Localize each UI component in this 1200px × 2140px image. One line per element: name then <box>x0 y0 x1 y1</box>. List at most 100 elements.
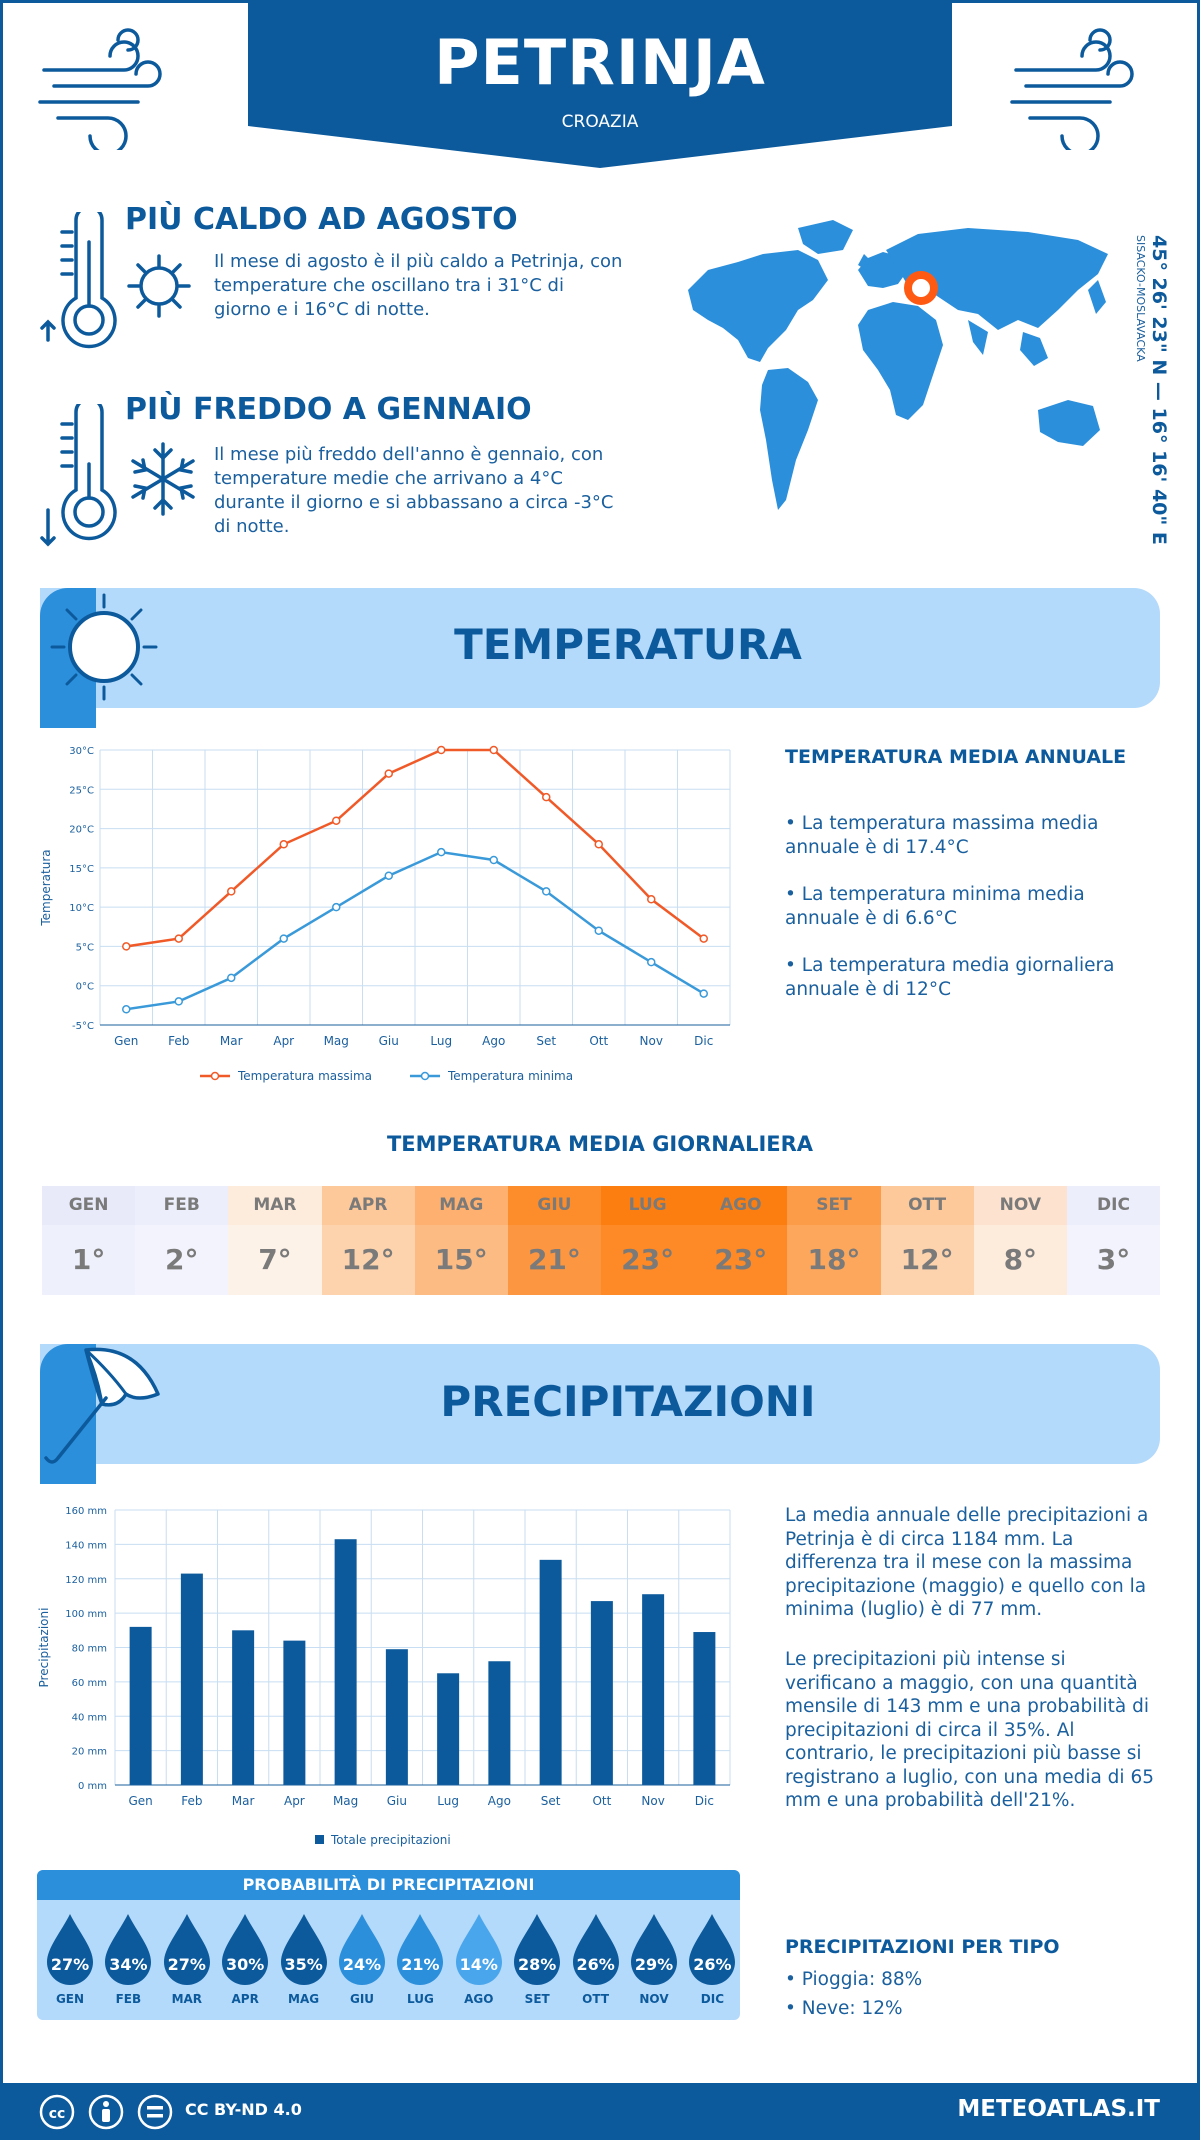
annual-temperature-title: TEMPERATURA MEDIA ANNUALE <box>785 746 1127 768</box>
footer: cc CC BY-ND 4.0 METEOATLAS.IT <box>0 2083 1200 2140</box>
location-marker <box>904 271 938 305</box>
probability-month: SET <box>524 1992 550 2006</box>
raindrop-icon <box>222 1914 269 1985</box>
daily-cell: NOV 8° <box>973 1186 1067 1295</box>
probability-month: LUG <box>406 1992 434 2006</box>
bar <box>642 1594 665 1785</box>
x-tick-label: Dic <box>694 1034 713 1048</box>
thermometer-cold-icon <box>40 404 195 547</box>
city-title: PETRINJA <box>434 26 766 99</box>
daily-cell: DIC 3° <box>1066 1186 1161 1295</box>
daily-value: 8° <box>973 1225 1067 1295</box>
country-name: CROAZIA <box>561 112 639 132</box>
x-tick-label: Lug <box>437 1794 459 1808</box>
daily-month: SET <box>787 1186 881 1225</box>
daily-month: GIU <box>507 1186 602 1225</box>
x-tick-label: Ago <box>488 1794 511 1808</box>
x-tick-label: Set <box>536 1034 556 1048</box>
bar <box>488 1661 511 1785</box>
data-point <box>332 902 341 912</box>
y-axis-label: Temperatura <box>39 849 53 926</box>
legend-label: Temperatura massima <box>237 1069 372 1083</box>
x-tick-label: Gen <box>128 1794 152 1808</box>
x-tick-label: Set <box>541 1794 561 1808</box>
temperature-line-chart: -5°C 0°C 5°C 10°C 15°C 20°C 25°C 30°C Gen Feb Mar A… <box>39 745 731 1083</box>
precipitation-probability-box: PROBABILITÀ DI PRECIPITAZIONI 27% GEN 34% F… <box>37 1870 740 2020</box>
y-tick-label: 80 mm <box>72 1644 107 1655</box>
y-tick-label: 160 mm <box>65 1506 107 1517</box>
probability-month: APR <box>231 1992 259 2006</box>
probability-value: 28% <box>518 1955 557 1974</box>
y-tick-label: 30°C <box>69 746 94 757</box>
annual-mean-bullet: • La temperatura media giornaliera annua… <box>785 955 1115 1000</box>
x-tick-label: Apr <box>284 1794 305 1808</box>
x-tick-label: Mar <box>220 1034 243 1048</box>
raindrop-icon <box>105 1914 152 1985</box>
data-point <box>489 745 498 755</box>
daily-value: 23° <box>601 1225 695 1295</box>
site-link[interactable]: METEOATLAS.IT <box>957 2096 1160 2122</box>
hottest-month-text: Il mese di agosto è il più caldo a Petri… <box>214 251 623 320</box>
daily-temperature-table: GEN 1° FEB 2° MAR 7° APR 12° MAG 15° GIU 21° L… <box>42 1186 1161 1295</box>
probability-drop: 21% LUG <box>393 1912 447 2006</box>
probability-value: 35% <box>284 1955 323 1974</box>
data-point <box>227 887 236 896</box>
probability-drop: 27% MAR <box>160 1912 214 2006</box>
world-map <box>688 220 1108 510</box>
y-tick-label: 10°C <box>69 903 94 914</box>
daily-cell: AGO 23° <box>694 1186 788 1295</box>
data-point <box>174 934 183 943</box>
x-tick-label: Ott <box>592 1794 611 1808</box>
daily-value: 21° <box>507 1225 602 1295</box>
data-point <box>279 934 288 943</box>
x-tick-label: Dic <box>695 1794 714 1808</box>
probability-drop: 26% OTT <box>569 1912 623 2006</box>
y-tick-label: 0 mm <box>78 1781 107 1792</box>
raindrop-icon <box>339 1914 385 1985</box>
wind-icon <box>38 28 162 150</box>
daily-value: 23° <box>694 1225 788 1295</box>
x-tick-label: Ott <box>589 1034 608 1048</box>
x-tick-label: Giu <box>379 1034 399 1048</box>
daily-value: 15° <box>414 1225 508 1295</box>
data-point <box>437 745 446 755</box>
data-point <box>542 792 551 802</box>
wind-icon <box>1010 28 1134 150</box>
x-tick-label: Nov <box>641 1794 664 1808</box>
daily-month: NOV <box>973 1186 1067 1225</box>
daily-month: APR <box>321 1186 415 1225</box>
raindrop-icon <box>514 1914 561 1985</box>
daily-month: DIC <box>1066 1186 1161 1225</box>
probability-month: MAR <box>171 1992 203 2006</box>
temperature-section-title: TEMPERATURA <box>454 620 802 669</box>
daily-cell: MAR 7° <box>228 1186 322 1295</box>
data-point <box>227 973 236 983</box>
probability-value: 14% <box>459 1955 498 1974</box>
x-tick-label: Feb <box>168 1034 189 1048</box>
data-point <box>437 847 446 857</box>
series-line <box>126 850 705 1011</box>
temperature-header-band <box>40 588 1160 708</box>
probability-value: 27% <box>50 1955 90 1974</box>
y-tick-label: 25°C <box>69 785 94 796</box>
daily-cell: FEB 2° <box>135 1186 229 1295</box>
daily-value: 18° <box>787 1225 881 1295</box>
annual-max-bullet: • La temperatura massima media annuale è… <box>785 813 1099 858</box>
hottest-month-title: PIÙ CALDO AD AGOSTO <box>125 202 518 237</box>
legend-label: Temperatura minima <box>447 1069 573 1083</box>
y-tick-label: 5°C <box>76 942 94 953</box>
x-tick-label: Nov <box>640 1034 663 1048</box>
raindrop-icon <box>163 1914 210 1985</box>
y-tick-label: 0°C <box>76 982 94 993</box>
data-point <box>594 840 603 849</box>
legend-swatch <box>315 1835 324 1844</box>
data-point <box>699 989 708 998</box>
data-point <box>489 855 498 865</box>
bar <box>693 1632 716 1785</box>
coordinates: 45° 26' 23" N — 16° 16' 40" E <box>1148 235 1170 545</box>
raindrop-icon <box>572 1914 619 1985</box>
bar <box>437 1673 460 1785</box>
probability-drop: 29% NOV <box>627 1912 681 2006</box>
probability-value: 24% <box>342 1955 382 1974</box>
rain-share: • Pioggia: 88% <box>785 1969 923 1990</box>
